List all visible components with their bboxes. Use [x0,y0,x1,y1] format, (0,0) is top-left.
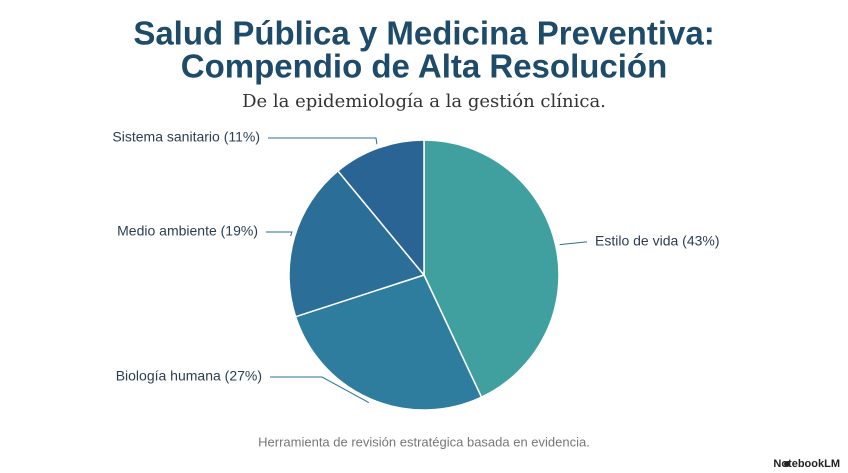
leader-line [266,231,293,237]
chart-subtitle: De la epidemiología a la gestión clínica… [242,91,606,112]
leader-line [559,241,587,246]
brand: NotebookLM [773,458,840,470]
chart-title-line2: Compendio de Alta Resolución [181,48,667,85]
brand-icon [784,461,790,467]
pie-slice [288,169,426,318]
slice-label: Estilo de vida (43%) [595,233,720,249]
leader-line [270,376,370,404]
slice-label: Medio ambiente (19%) [117,223,258,239]
slice-label: Biología humana (27%) [116,368,262,384]
leader-line [268,137,378,145]
pie-slice [294,274,483,411]
chart-title: Salud Pública y Medicina Preventiva: [133,15,714,52]
pie-slice [336,139,425,278]
slice-label: Sistema sanitario (11%) [112,129,260,145]
pie-slice [423,139,560,399]
footer: Herramienta de revisión estratégica basa… [258,434,590,449]
